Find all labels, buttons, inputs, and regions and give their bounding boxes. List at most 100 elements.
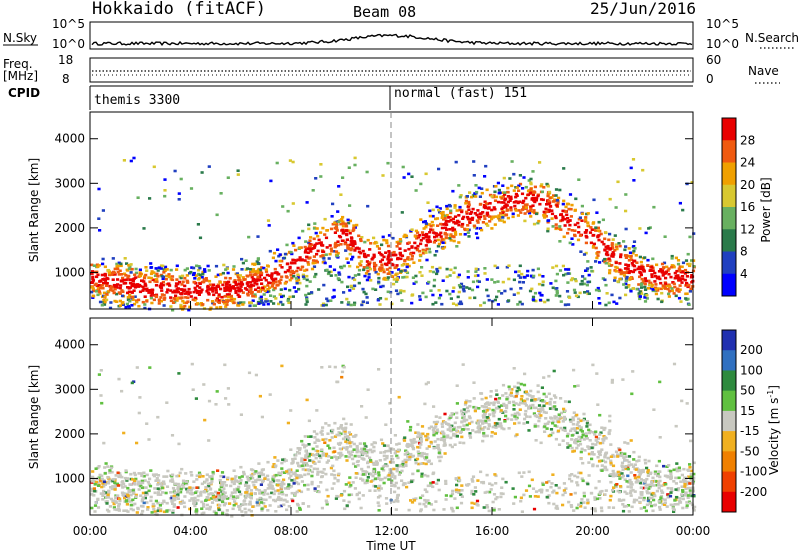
echo-cell [473,409,477,413]
echo-cell [328,439,332,442]
echo-cell [470,420,474,424]
echo-cell [684,292,688,296]
echo-cell [426,474,430,478]
echo-cell [476,422,480,425]
echo-cell [289,250,293,254]
echo-cell [663,235,667,238]
echo-cell [276,497,281,500]
echo-cell [572,288,577,292]
echo-cell [176,487,180,491]
echo-cell [500,201,504,204]
echo-cell [133,473,137,477]
echo-cell [597,289,601,293]
echo-cell [466,276,470,279]
echo-cell [647,227,651,230]
echo-cell [536,267,540,271]
echo-cell [327,257,331,260]
echo-cell [577,178,581,181]
echo-cell [493,264,497,268]
echo-cell [403,275,407,279]
echo-cell [419,443,423,446]
echo-cell [654,289,658,293]
echo-cell [263,477,267,480]
echo-cell [561,217,565,220]
echo-cell [442,439,446,443]
echo-cell [494,195,499,199]
echo-cell [487,298,491,302]
echo-cell [619,255,623,259]
echo-cell [365,296,369,299]
echo-cell [632,450,636,454]
echo-cell [687,303,691,306]
echo-cell [448,237,452,240]
echo-cell [311,459,315,463]
echo-cell [504,392,508,395]
echo-cell [103,472,107,475]
echo-cell [504,410,508,414]
echo-cell [287,468,291,472]
echo-cell [523,402,527,405]
echo-cell [392,467,396,471]
echo-cell [305,255,309,259]
echo-cell [678,201,682,205]
echo-cell [673,271,677,275]
echo-cell [641,168,645,172]
echo-cell [140,479,145,483]
echo-cell [90,281,94,284]
echo-cell [525,421,530,424]
echo-cell [494,497,498,501]
echo-cell [330,436,334,439]
echo-cell [356,464,360,467]
echo-cell [296,482,301,486]
echo-cell [390,479,394,483]
echo-cell [191,273,196,277]
echo-cell [464,401,468,404]
echo-cell [516,381,520,385]
echo-cell [447,220,451,223]
echo-cell [253,263,257,266]
echo-cell [579,282,583,286]
echo-cell [492,401,496,404]
echo-cell [201,270,205,274]
echo-cell [400,299,404,302]
echo-cell [137,480,141,484]
echo-cell [301,468,305,471]
echo-cell [124,495,128,498]
echo-cell [432,270,436,274]
echo-cell [587,474,591,477]
echo-cell [418,432,422,436]
echo-cell [473,486,477,489]
echo-cell [531,487,536,490]
echo-cell [664,482,668,486]
echo-cell [189,489,193,492]
echo-cell [335,254,339,258]
echo-cell [274,280,278,283]
echo-cell [445,228,449,231]
echo-cell [141,509,145,513]
echo-cell [471,280,476,284]
echo-cell [237,304,241,307]
echo-cell [253,295,257,298]
echo-cell [329,466,333,470]
echo-cell [293,491,298,495]
echo-cell [521,281,525,284]
echo-cell [667,272,671,276]
echo-cell [112,502,116,506]
echo-cell [597,220,601,224]
echo-cell [228,277,232,280]
echo-cell [301,275,306,278]
echo-cell [158,504,162,507]
echo-cell [629,255,633,258]
echo-cell [218,488,222,491]
echo-cell [171,502,175,505]
echo-cell [563,409,567,413]
echo-cell [289,474,293,477]
echo-cell [293,261,297,265]
echo-cell [274,510,278,513]
echo-cell [249,509,253,513]
echo-cell [372,463,376,466]
echo-cell [342,222,346,225]
colorbar-segment [722,184,736,208]
echo-cell [91,279,95,282]
echo-cell [123,485,127,488]
